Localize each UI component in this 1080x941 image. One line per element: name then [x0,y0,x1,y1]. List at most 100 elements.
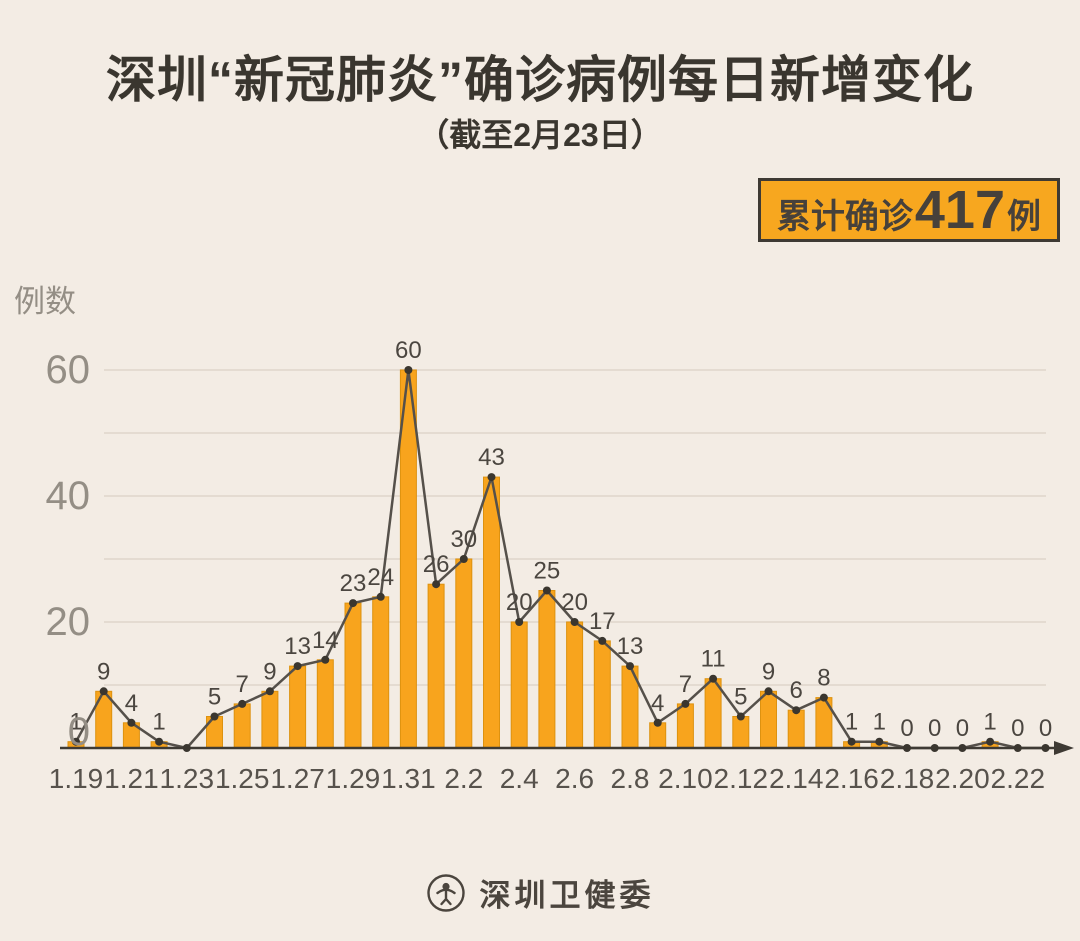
value-label: 9 [263,658,276,685]
bar [455,558,473,749]
x-tick-label: 2.6 [555,763,594,794]
data-point-marker [99,687,108,696]
trend-line [74,368,1046,750]
value-label: 1 [69,709,82,736]
data-point-marker [653,718,662,727]
bar [261,690,279,749]
value-label: 8 [817,665,830,692]
value-label: 20 [561,589,588,616]
data-point-marker [958,744,967,752]
data-point-marker [819,693,828,702]
data-point-marker [238,699,247,708]
x-tick-label: 1.19 [49,763,104,794]
cumulative-total-badge: 累计确诊 417 例 [757,178,1060,242]
value-label: 4 [125,690,138,717]
bar [289,665,307,749]
value-label: 0 [1039,715,1052,742]
data-point-marker [570,618,579,626]
bar [483,476,500,749]
value-label: 1 [983,709,996,736]
data-point-marker [681,699,690,708]
x-tick-label: 2.14 [769,763,824,794]
data-point-marker [459,555,468,563]
bar [233,703,251,749]
data-point-marker [542,586,551,595]
x-tick-label: 2.16 [824,763,879,794]
x-axis-arrow-icon [1054,741,1074,755]
page-title: 深圳“新冠肺炎”确诊病例每日新增变化 [106,52,974,108]
data-point-marker [847,737,856,746]
value-label: 25 [534,558,561,585]
x-tick-label: 1.29 [326,763,381,794]
bar [732,716,750,749]
x-tick-label: 1.25 [215,763,270,794]
x-tick-label: 2.4 [500,763,539,794]
bar [427,583,445,749]
x-tick-label: 1.23 [160,763,215,794]
data-point-marker [349,599,357,608]
value-label: 0 [956,715,969,742]
value-label: 30 [450,526,477,553]
value-label: 0 [900,715,913,742]
data-point-marker [210,712,219,721]
bar [593,640,611,749]
bar [538,590,556,749]
data-point-marker [598,636,607,645]
value-label: 24 [367,564,394,591]
value-label: 9 [97,658,110,685]
value-label: 0 [1011,715,1024,742]
y-tick-label: 0 [68,710,90,754]
value-label: 43 [478,444,505,471]
x-tick-label: 1.27 [270,763,325,794]
data-point-marker [487,473,496,482]
data-point-marker [736,712,745,721]
bar [787,709,805,749]
value-label: 5 [208,684,221,711]
data-point-marker [404,366,413,374]
bar [510,621,528,749]
data-point-marker [72,737,80,746]
data-point-marker [986,737,995,746]
data-point-marker [1013,744,1022,752]
y-tick-label: 20 [46,600,91,644]
x-tick-label: 2.8 [611,763,650,794]
bar [676,703,694,749]
value-label: 1 [845,709,858,736]
x-tick-label: 1.31 [381,763,436,794]
value-label: 11 [701,646,726,673]
value-label: 26 [423,551,450,578]
value-label: 1 [873,709,886,736]
data-point-marker [764,687,773,696]
value-label: 4 [651,690,664,717]
value-label: 5 [734,684,747,711]
value-label: 20 [506,589,533,616]
x-tick-label: 2.20 [935,763,990,794]
data-point-marker [265,687,274,696]
value-label: 0 [928,715,941,742]
data-point-marker [376,592,385,601]
x-tick-label: 2.12 [714,763,769,794]
value-label: 6 [790,677,803,704]
data-point-marker [875,737,884,746]
bar [760,690,777,749]
data-point-marker [930,744,939,752]
bar [704,678,722,749]
data-point-marker [903,744,911,752]
bar [344,602,362,749]
data-point-marker [432,580,441,589]
y-tick-label: 60 [46,348,91,392]
value-label: 9 [762,658,775,685]
data-point-marker [515,618,524,626]
data-point-marker [127,718,136,727]
value-label: 13 [617,633,644,660]
data-point-marker [709,674,718,683]
shenzhen-health-commission-logo-icon [426,873,465,912]
badge-suffix-label: 例 [1007,198,1041,236]
data-point-marker [182,744,191,752]
value-label: 7 [236,671,249,698]
value-label: 7 [679,671,692,698]
badge-total-value: 417 [914,180,1005,240]
x-tick-label: 2.2 [444,763,483,794]
